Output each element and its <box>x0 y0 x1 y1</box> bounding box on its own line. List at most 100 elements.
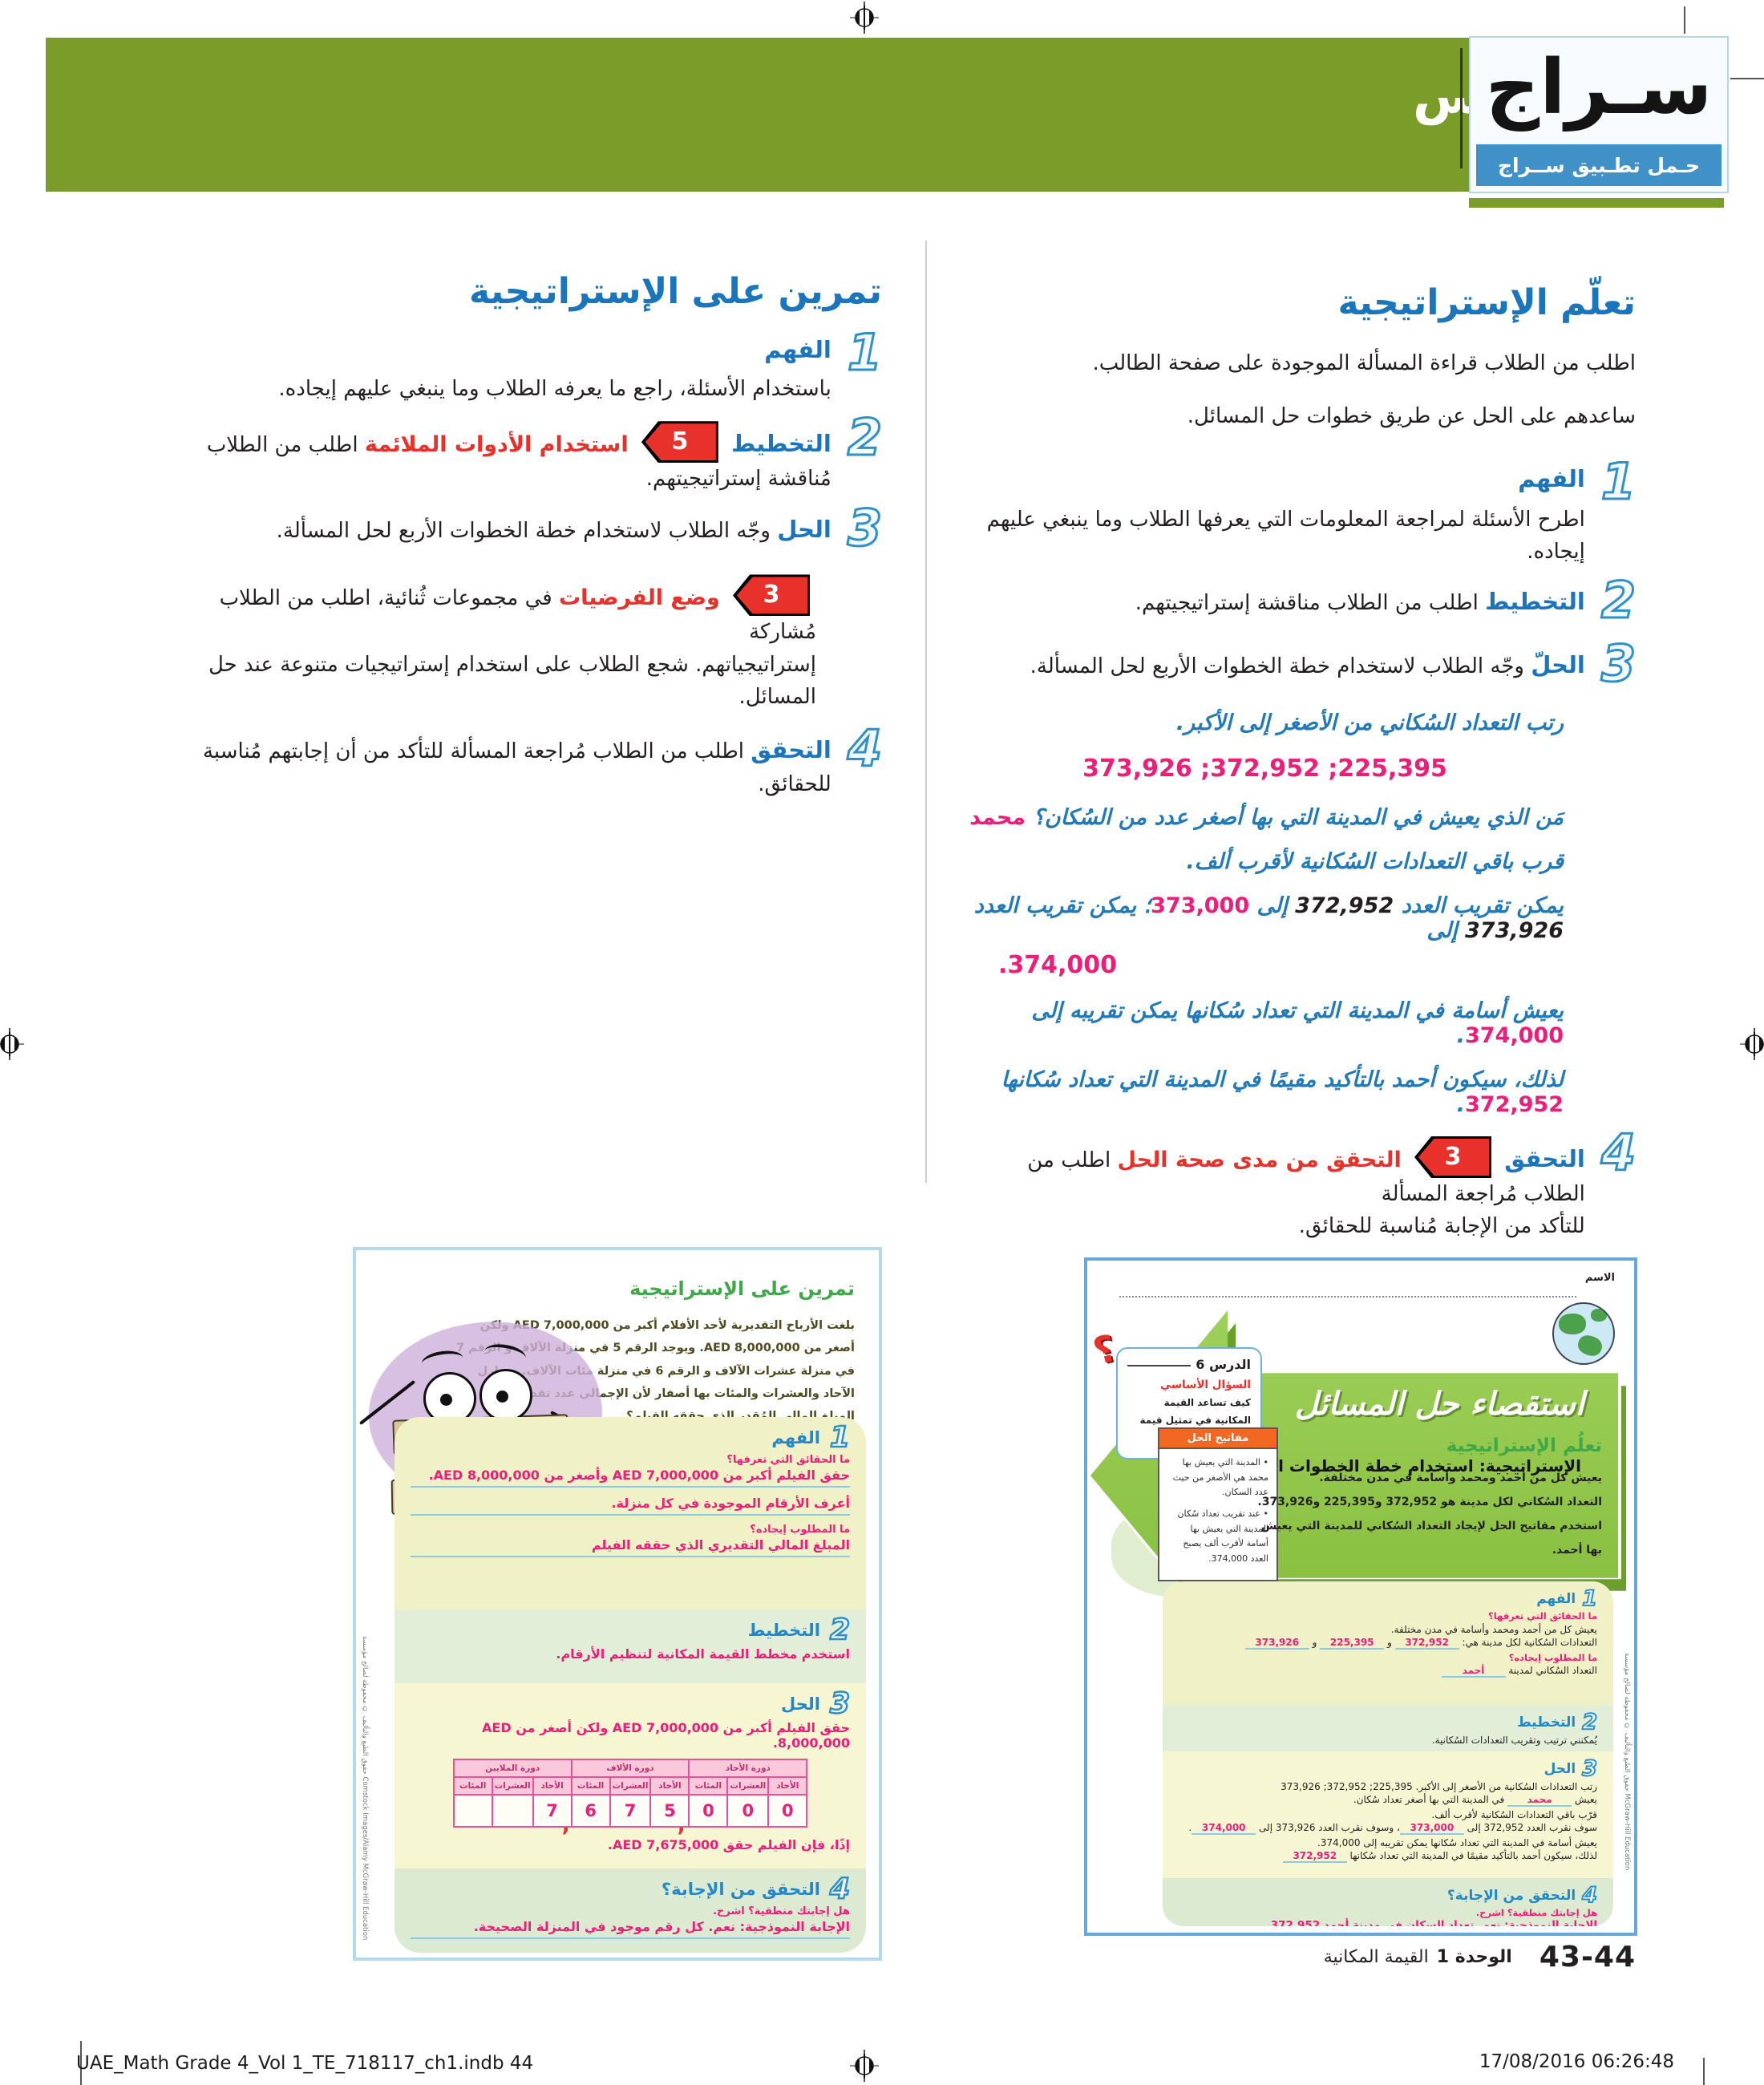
answer-blank: 372,952 <box>1394 1637 1459 1650</box>
practice-steps-panel: 1 الفهم ما الحقائق التي تعرفها؟ حقق الفيل… <box>394 1417 866 1953</box>
badge-text: التحقق من مدى صحة الحل <box>1117 1147 1402 1172</box>
step-number: 4 <box>1581 1883 1598 1908</box>
period-header: دورة الألاف <box>570 1759 690 1779</box>
strategy-subtitle: الإستراتيجية: استخدام خطة الخطوات الأربع… <box>1233 1456 1581 1476</box>
step-text: وجّه الطلاب لاستخدام خطة الخطوات الأربع … <box>1030 654 1524 679</box>
solve-line: يعيش أسامة في المدينة التي تعداد سُكانها… <box>1317 1836 1597 1848</box>
registration-mark-right <box>1740 1028 1764 1060</box>
crop-tick <box>1684 6 1685 34</box>
worked-solution: رتب التعداد السُكاني من الأصغر إلى الأكب… <box>966 711 1564 1117</box>
solution-line: يمكن تقريب العدد 372,952 إلى 373,000؛ يم… <box>973 893 1564 943</box>
practice-step-3: 3 الحل وجّه الطلاب لاستخدام خطة الخطوات … <box>156 502 884 559</box>
crop-tick <box>1703 2058 1705 2085</box>
practice-strategy-column: تمرين على الإستراتيجية 1 الفهم باستخدام … <box>156 271 884 817</box>
step-label: التخطيط <box>731 430 831 458</box>
step-number: 1 <box>1581 1586 1598 1611</box>
student-page-lesson: الاسم استقصاء حل المسائل الإستراتيجية: ا… <box>1084 1257 1637 1936</box>
cartoon-eye <box>423 1372 476 1425</box>
step-text: اطلب من الطلاب مُراجعة المسألة للتأكد من… <box>202 739 831 797</box>
solve-line: لذلك، سيكون أحمد بالتأكيد مقيمًا في المد… <box>1179 1850 1597 1864</box>
place-header: المئات <box>452 1776 493 1796</box>
lesson-step4-band: 4 التحقق من الإجابة؟ هل إجابتك منطقية؟ اش… <box>1163 1878 1613 1926</box>
practice-strategy-title: تمرين على الإستراتيجية <box>468 271 882 312</box>
step-label: الحلّ <box>1531 651 1585 679</box>
siraj-logo-box: سـراج حـمل تطـبيق ســراج <box>1469 36 1729 193</box>
page-footer: 43-44 الوحدة 1القيمة المكانية <box>1324 1941 1636 1974</box>
period-header: دورة الملايين <box>452 1759 572 1779</box>
step-number: 2 <box>846 408 883 468</box>
answer-blank: 225,395 <box>1320 1637 1385 1650</box>
place-header: المئات <box>570 1776 611 1796</box>
answer-blank: 374,000 <box>1192 1822 1256 1836</box>
name-label: الاسم <box>1584 1272 1615 1284</box>
name-write-line <box>1119 1296 1576 1298</box>
lesson-step1-band: 1 الفهم ما الحقائق التي تعرفها؟ يعيش كل م… <box>1163 1581 1613 1705</box>
learn-strategy-title: تعلّم الإستراتيجية <box>1337 282 1636 323</box>
step-number: 2 <box>1581 1710 1598 1735</box>
practice-step1-band: 1 الفهم ما الحقائق التي تعرفها؟ حقق الفيل… <box>394 1417 866 1609</box>
lesson-title: استقصاء حل المسائل <box>1294 1386 1584 1423</box>
file-info: UAE_Math Grade 4_Vol 1_TE_718117_ch1.ind… <box>76 2053 534 2074</box>
question-label: هل إجابتك منطقية؟ اشرح. <box>713 1905 850 1918</box>
digit-cell <box>452 1794 493 1828</box>
answer-line: المبلغ المالي التقديري الذي حققه الفيلم <box>411 1537 850 1558</box>
column-divider <box>925 241 927 1183</box>
step-number: 4 <box>1600 1123 1637 1182</box>
digit-cell <box>491 1794 534 1828</box>
digit-cell: 0 <box>767 1794 808 1828</box>
answer-blank: 372,952 <box>1282 1850 1347 1864</box>
place-header: الأحاد <box>532 1776 572 1796</box>
step-number: 3 <box>1581 1756 1598 1781</box>
step-label: الحل <box>780 1694 820 1715</box>
question-label: هل إجابتك منطقية؟ اشرح. <box>1475 1907 1597 1919</box>
teach-step-3: 3 الحلّ وجّه الطلاب لاستخدام خطة الخطوات… <box>966 638 1637 694</box>
student-practice-title: تمرين على الإستراتيجية <box>629 1277 855 1300</box>
lesson-step3-band: 3 الحل رتب التعدادات السُكانية من الأصغر … <box>1163 1751 1613 1878</box>
teach-step-2: 2 التخطيط اطلب من الطلاب مناقشة إستراتيج… <box>966 574 1637 631</box>
practice-hypothesis-note: 3 وضع الفرضيات في مجموعات ثُنائية، اطلب … <box>156 574 816 713</box>
cartoon-eye <box>479 1369 532 1422</box>
place-header: الأحاد <box>767 1776 808 1796</box>
solution-line: لذلك، سيكون أحمد بالتأكيد مقيمًا في المد… <box>1001 1067 1564 1117</box>
step-label: الفهم <box>764 336 831 363</box>
step-text: اطلب من الطلاب مناقشة إستراتيجيتهم. <box>1135 591 1479 616</box>
lesson-number: الدرس 6 <box>1196 1357 1251 1372</box>
place-value-chart: دورة الملايين دورة الألاف دورة الأحاد ال… <box>452 1759 808 1836</box>
solution-key-item: المدينة التي يعيش بها محمد هي الأصغر من … <box>1167 1455 1268 1500</box>
crop-tick <box>1730 78 1764 79</box>
step-label: التحقق من الإجابة؟ <box>1446 1888 1576 1905</box>
step-label: التحقق <box>751 736 831 764</box>
step-label: الحل <box>1544 1761 1576 1778</box>
teach-step-4: 4 التحقق 3 التحقق من مدى صحة الحل اطلب م… <box>966 1127 1637 1243</box>
place-header: العشرات <box>609 1776 652 1796</box>
answer-blank: محمد <box>1507 1794 1572 1808</box>
solution-line: 374,000. <box>998 950 1118 979</box>
answer-line: حقق الفيلم أكبر من AED 7,000,000 ولكن أص… <box>482 1720 850 1751</box>
step-number: 4 <box>829 1872 852 1905</box>
answer-line: أعرف الأرقام الموجودة في كل منزلة. <box>411 1496 850 1516</box>
solve-line: سوف نقرب العدد 372,952 إلى 373,000، وسوف… <box>1188 1822 1597 1836</box>
practice-step-2: 2 التخطيط 5 استخدام الأدوات الملائمة اطل… <box>156 411 884 495</box>
learn-strategy-student-title: تعلُم الإستراتيجية <box>1446 1435 1602 1456</box>
standard-arrow-badge: 3 <box>1414 1136 1491 1178</box>
step-label: التخطيط <box>747 1621 820 1641</box>
practice-step3-band: 3 الحل حقق الفيلم أكبر من AED 7,000,000 و… <box>394 1683 866 1868</box>
answer-blank: أحمد <box>1441 1665 1506 1678</box>
answer-line: إذًا، فإن الفيلم حقق AED 7,675,000. <box>607 1837 850 1853</box>
practice-step2-band: 2 التخطيط استخدم مخطط القيمة المكانية لتن… <box>394 1609 866 1683</box>
step-text: باستخدام الأسئلة، راجع ما يعرفه الطلاب و… <box>278 377 831 401</box>
step-number: 1 <box>846 323 883 382</box>
question-label: ما المطلوب إيجاده؟ <box>750 1524 850 1536</box>
solve-line: قرّب باقي التعدادات السُكانية لأقرب ألف. <box>1431 1808 1597 1820</box>
copyright-credit: Comstock Images/Alamy McGraw-Hill Educat… <box>361 1635 369 1940</box>
unit-label: الوحدة 1القيمة المكانية <box>1323 1947 1512 1967</box>
digit-cell: 5 <box>649 1794 690 1828</box>
standard-arrow-badge: 5 <box>641 421 718 464</box>
step-number: 2 <box>829 1613 852 1646</box>
siraj-logo-text: سـراج <box>1485 44 1713 132</box>
digit-cell: 7 <box>532 1794 572 1828</box>
step-number: 3 <box>846 498 883 557</box>
digit-cell: 0 <box>688 1794 729 1828</box>
digit-cell: 6 <box>570 1794 611 1828</box>
registration-mark-top <box>850 2 879 34</box>
